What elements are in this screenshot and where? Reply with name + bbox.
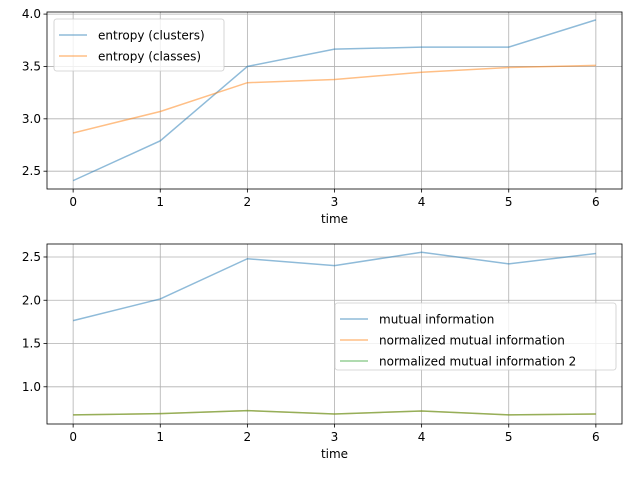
x-tick-label: 5 bbox=[505, 195, 513, 209]
legend-box bbox=[334, 302, 617, 371]
legend-box bbox=[53, 18, 225, 72]
legend-label-3: normalized mutual information 2 bbox=[379, 355, 576, 369]
x-tick-label: 0 bbox=[69, 430, 77, 444]
x-tick-label: 6 bbox=[592, 195, 600, 209]
x-tick-label: 5 bbox=[505, 430, 513, 444]
x-axis-label: time bbox=[321, 212, 348, 226]
legend: entropy (clusters) entropy (classes) bbox=[53, 18, 225, 72]
y-tick-label: 2.5 bbox=[22, 164, 41, 178]
legend: mutual information normalized mutual info… bbox=[334, 302, 617, 371]
y-tick-label: 1.0 bbox=[22, 380, 41, 394]
x-tick-label: 1 bbox=[156, 195, 164, 209]
subplot-2: 0 1 2 3 4 5 6 1.0 1.5 2.0 2.5 time mutual informatio… bbox=[22, 243, 623, 461]
y-tick-label: 4.0 bbox=[22, 7, 41, 21]
subplot-1: 0 1 2 3 4 5 6 2.5 3.0 3.5 4.0 time entropy (clusters… bbox=[22, 7, 623, 226]
x-tick-label: 1 bbox=[156, 430, 164, 444]
legend-label-1: mutual information bbox=[379, 313, 494, 327]
series-line-1 bbox=[72, 19, 597, 182]
x-axis-label: time bbox=[321, 447, 348, 461]
x-tick-label: 4 bbox=[418, 430, 426, 444]
x-tick-label: 2 bbox=[244, 195, 252, 209]
y-tick-label: 2.0 bbox=[22, 293, 41, 307]
y-tick-label: 1.5 bbox=[22, 337, 41, 351]
series-line-3 bbox=[73, 409, 596, 416]
y-tick-label: 3.0 bbox=[22, 112, 41, 126]
x-tick-label: 6 bbox=[592, 430, 600, 444]
y-tick-label: 3.5 bbox=[22, 59, 41, 73]
legend-label-2: normalized mutual information bbox=[379, 334, 565, 348]
y-tick-label: 2.5 bbox=[22, 250, 41, 264]
x-tick-label: 4 bbox=[418, 195, 426, 209]
legend-label-1: entropy (clusters) bbox=[98, 29, 205, 43]
x-tick-label: 2 bbox=[244, 430, 252, 444]
legend-label-2: entropy (classes) bbox=[98, 50, 201, 64]
x-tick-label: 3 bbox=[331, 430, 339, 444]
series-line-1 bbox=[72, 251, 596, 322]
series-line-2 bbox=[72, 64, 596, 134]
x-tick-label: 3 bbox=[331, 195, 339, 209]
x-tick-label: 0 bbox=[69, 195, 77, 209]
